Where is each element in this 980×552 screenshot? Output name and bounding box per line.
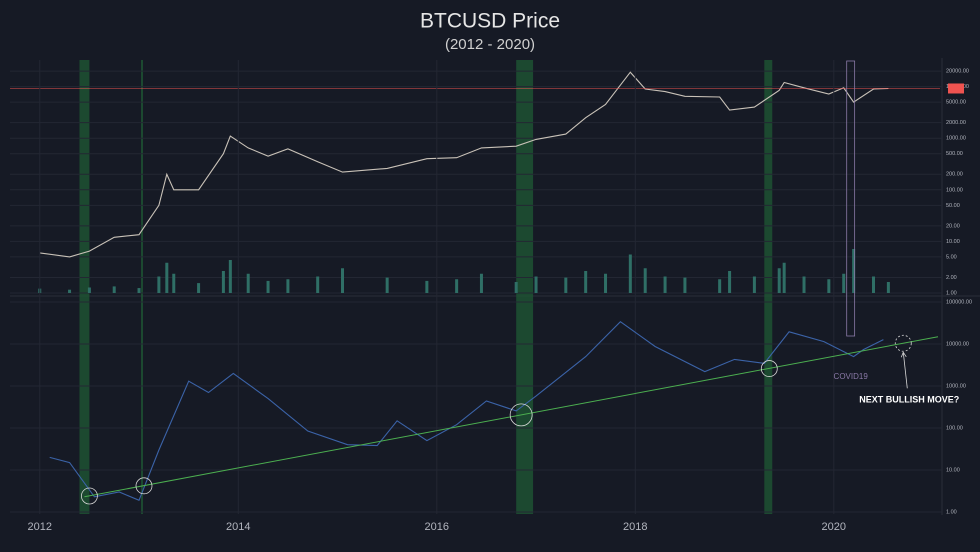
- annotation: NEXT BULLISH MOVE?: [859, 395, 959, 405]
- y-tick-label: 1000.00: [946, 383, 966, 389]
- y-tick-label: 100000.00: [946, 299, 972, 305]
- volume-bar: [425, 280, 429, 293]
- y-tick-label: 10000.00: [946, 341, 969, 347]
- y-tick-label: 500.00: [946, 151, 963, 157]
- data-line: [39, 71, 889, 258]
- x-tick-label: 2012: [28, 521, 52, 533]
- arrow: [902, 352, 908, 389]
- volume-bar: [584, 271, 588, 293]
- volume-bar: [266, 280, 270, 293]
- volume-bar: [112, 286, 116, 293]
- volume-bar: [842, 273, 846, 293]
- volume-bar: [628, 254, 632, 293]
- highlight-band: [79, 60, 90, 514]
- volume-bar: [683, 277, 687, 293]
- x-tick-label: 2020: [822, 521, 846, 533]
- y-tick-label: 5000.00: [946, 100, 966, 106]
- volume-bar: [534, 276, 538, 293]
- chart-title: BTCUSD Price: [420, 10, 560, 33]
- volume-bar: [221, 271, 225, 293]
- annotation: COVID19: [834, 372, 869, 381]
- volume-bar: [564, 277, 568, 293]
- x-tick-label: 2018: [623, 521, 647, 533]
- volume-bar: [455, 279, 459, 293]
- touch-point: [81, 487, 98, 505]
- touch-point: [894, 334, 912, 352]
- chart-subtitle: (2012 - 2020): [445, 36, 535, 53]
- volume-bar: [286, 279, 290, 293]
- volume-bar: [777, 268, 781, 293]
- y-tick-label: 10.00: [946, 239, 960, 245]
- arrow-head: [900, 352, 907, 358]
- x-tick-label: 2016: [425, 521, 449, 533]
- y-tick-label: 100.00: [946, 425, 963, 431]
- volume-bar: [643, 268, 647, 293]
- volume-bar: [782, 262, 786, 293]
- volume-bar: [340, 268, 344, 293]
- y-tick-label: 50.00: [946, 203, 960, 209]
- touch-point: [760, 360, 778, 377]
- y-tick-label: 10.00: [946, 467, 960, 473]
- volume-bar: [852, 249, 856, 293]
- highlight-band: [764, 60, 773, 514]
- volume-bar: [197, 283, 201, 293]
- volume-bar: [728, 271, 732, 293]
- volume-bar: [604, 273, 608, 293]
- y-tick-label: 1.00: [946, 509, 957, 515]
- volume-bar: [827, 279, 831, 293]
- y-tick-label: 20.00: [946, 223, 960, 229]
- last-price-marker: [948, 83, 964, 94]
- y-tick-label: 2000.00: [946, 120, 966, 126]
- volume-bar: [137, 288, 141, 293]
- volume-bar: [479, 273, 483, 293]
- volume-bar: [165, 262, 169, 293]
- volume-bar: [663, 276, 667, 293]
- volume-bar: [172, 273, 176, 293]
- volume-bar: [886, 282, 890, 293]
- touch-point: [509, 403, 533, 427]
- y-tick-label: 200.00: [946, 172, 963, 178]
- highlight-band: [141, 60, 143, 514]
- volume-bar: [718, 279, 722, 293]
- volume-bar: [752, 276, 756, 293]
- volume-bar: [514, 282, 518, 293]
- volume-bar: [316, 276, 320, 293]
- y-tick-label: 1000.00: [946, 136, 966, 142]
- y-tick-label: 1.00: [946, 290, 957, 296]
- data-line: [84, 336, 939, 498]
- highlight-band: [516, 60, 534, 514]
- covid-box: [846, 60, 856, 337]
- x-tick-label: 2014: [226, 521, 250, 533]
- volume-bar: [228, 260, 232, 293]
- volume-bar: [157, 276, 161, 293]
- y-tick-label: 100.00: [946, 187, 963, 193]
- volume-bar: [246, 273, 250, 293]
- touch-point: [135, 477, 153, 495]
- volume-bar: [872, 276, 876, 293]
- volume-bar: [68, 289, 72, 293]
- volume-bar: [802, 276, 806, 293]
- volume-bar: [385, 277, 389, 293]
- y-tick-label: 2.00: [946, 275, 957, 281]
- volume-bar: [87, 287, 91, 293]
- data-line: [49, 320, 884, 502]
- y-tick-label: 5.00: [946, 254, 957, 260]
- y-tick-label: 20000.00: [946, 69, 969, 75]
